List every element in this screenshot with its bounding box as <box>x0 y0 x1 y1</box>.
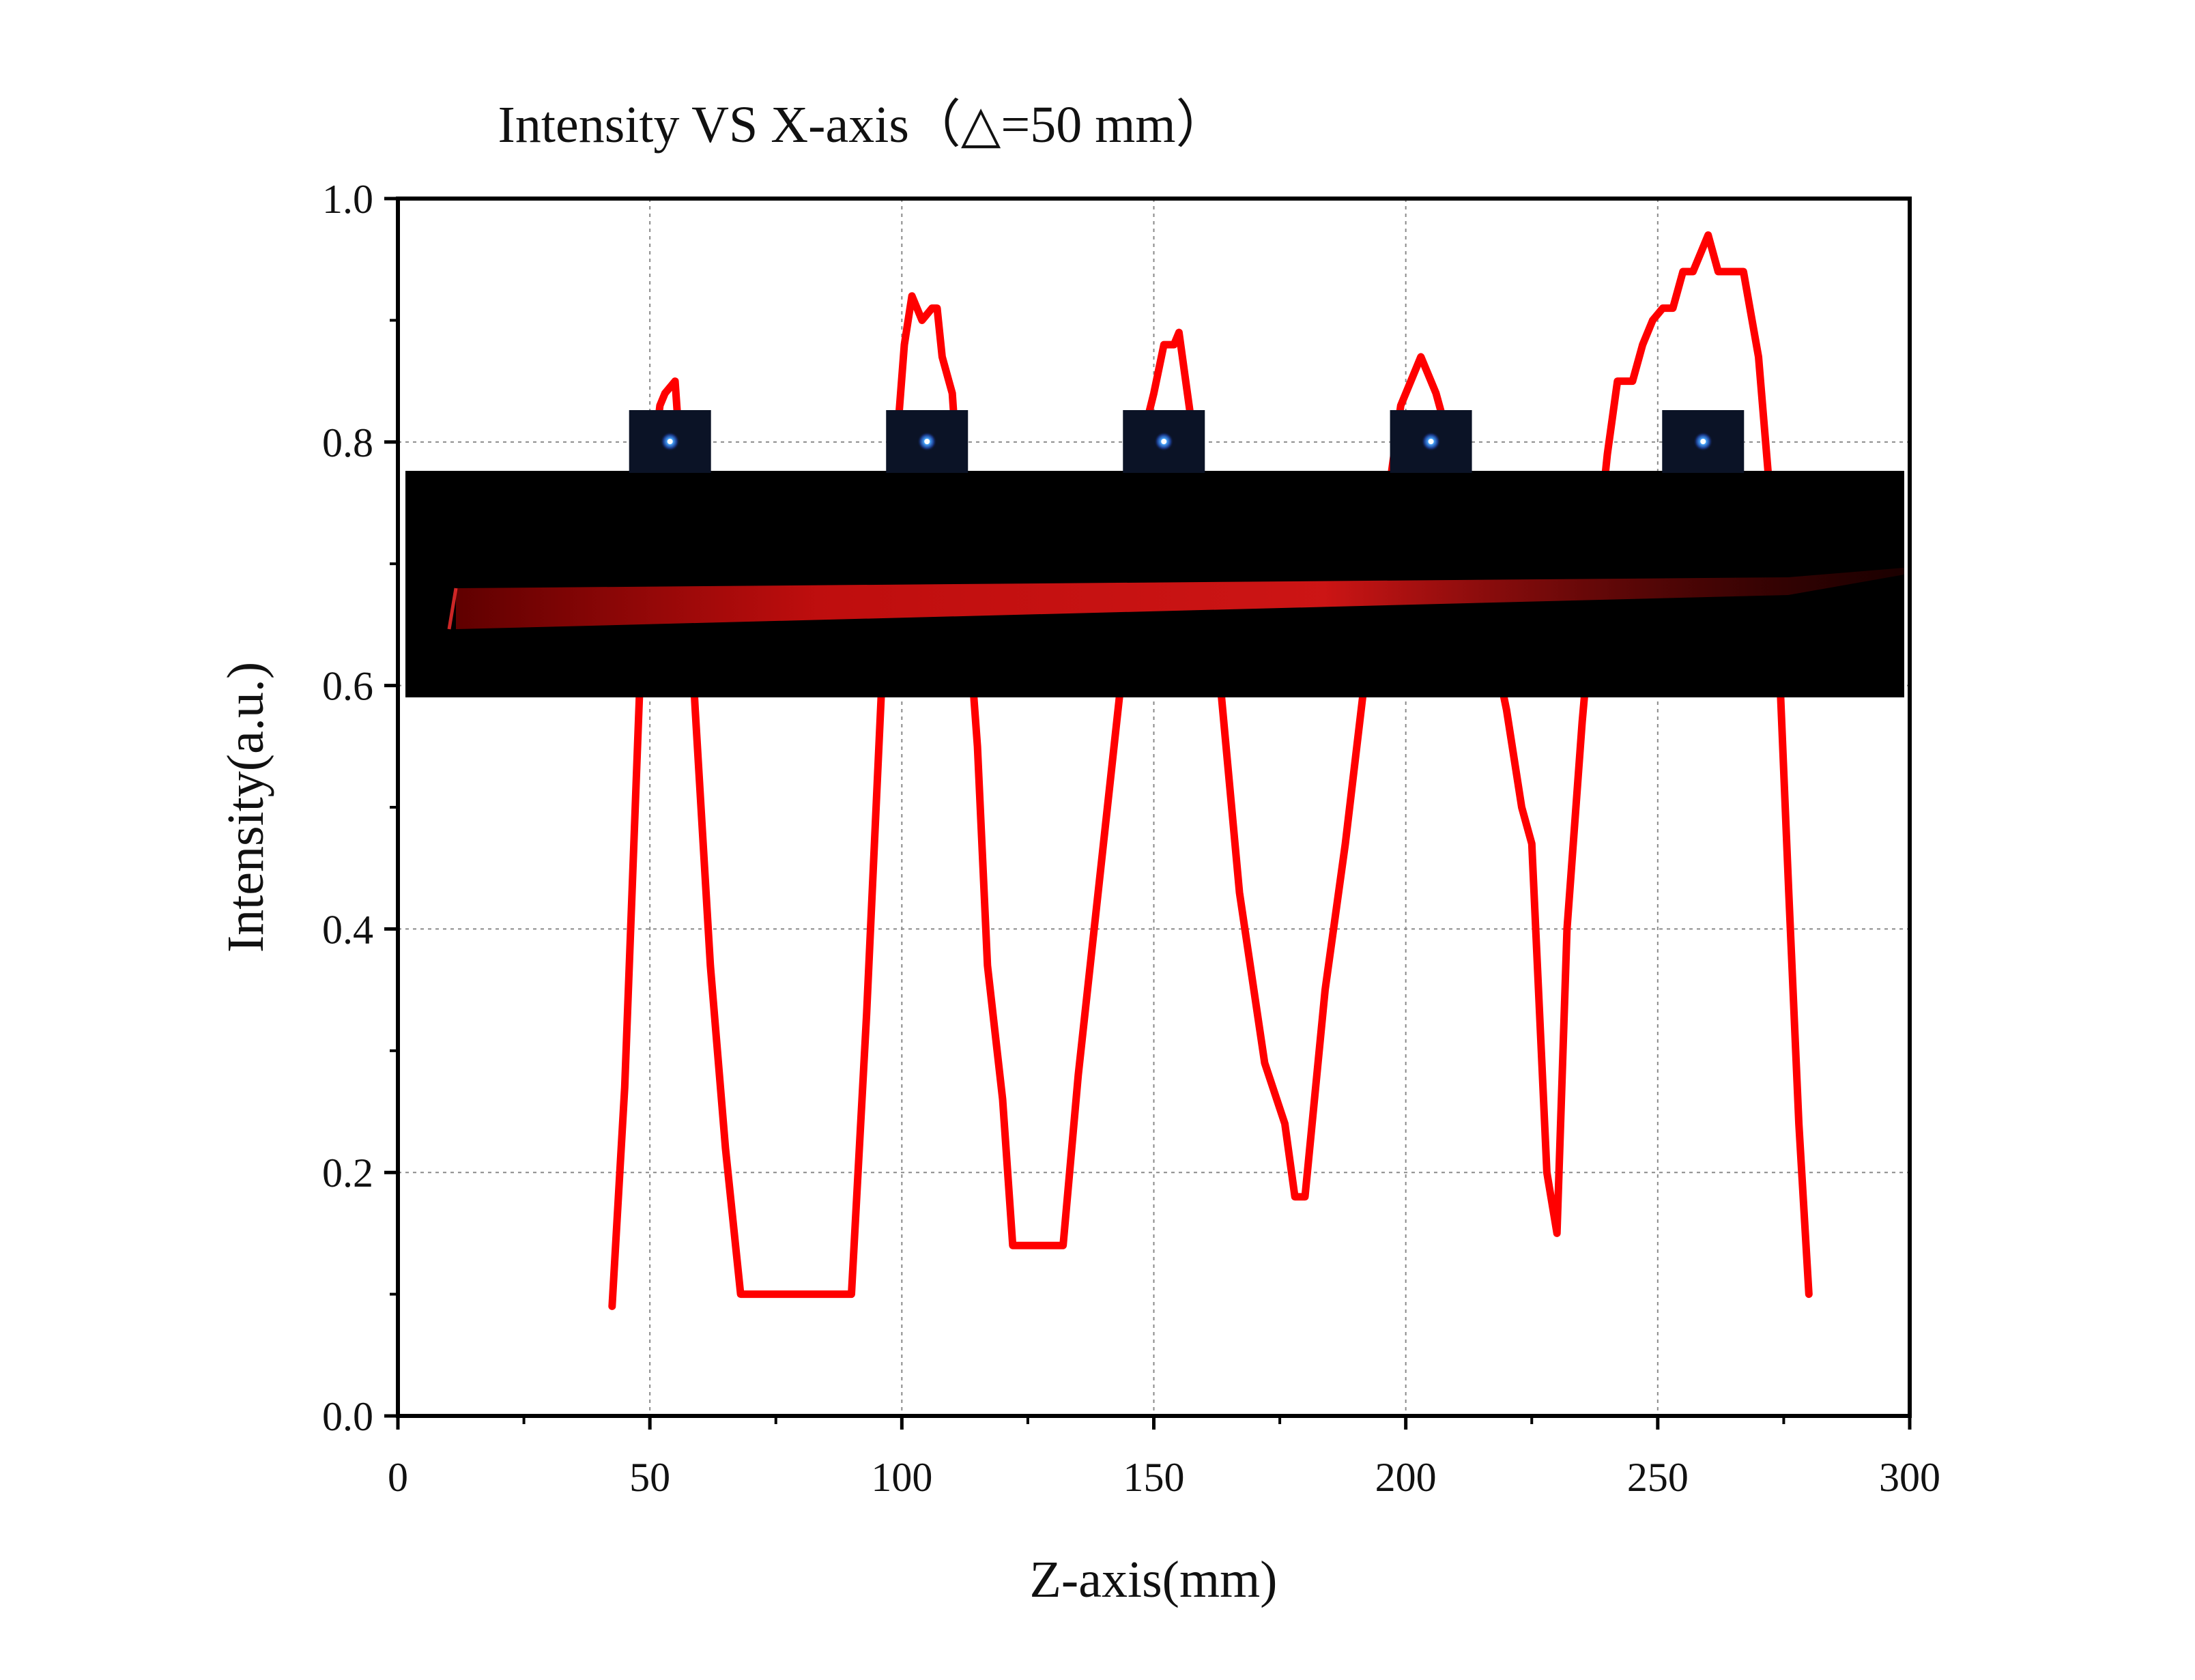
beam-spot-inset <box>1390 410 1472 473</box>
beam-spot-core <box>924 439 930 444</box>
beam-spot-inset <box>886 410 969 473</box>
x-tick-labels: 0 50 100 150 200 250 300 <box>388 1455 1940 1500</box>
chart-title: Intensity VS X-axis（△=50 mm） <box>498 96 1228 154</box>
beam-spot-inset <box>1123 410 1205 473</box>
x-tick-label: 150 <box>1123 1455 1185 1500</box>
x-tick-label: 300 <box>1879 1455 1940 1500</box>
y-tick-label: 0.2 <box>322 1150 373 1196</box>
series-layer <box>608 231 1813 1310</box>
x-tick-label: 50 <box>629 1455 670 1500</box>
x-tick-label: 0 <box>388 1455 408 1500</box>
y-tick-label: 0.8 <box>322 420 373 465</box>
x-axis-title: Z-axis(mm) <box>1029 1551 1277 1608</box>
beam-image-inset <box>405 471 1904 697</box>
beam-entrance-edge <box>447 588 458 630</box>
x-tick-label: 250 <box>1627 1455 1689 1500</box>
beam-spot-core <box>1161 439 1167 444</box>
beam-spot-core <box>667 439 673 444</box>
y-axis-title: Intensity(a.u.) <box>217 662 274 953</box>
intensity-series-line <box>608 231 1813 1310</box>
y-tick-label: 1.0 <box>322 177 373 222</box>
beam-spot-inset <box>1662 410 1745 473</box>
beam-propagation-trace <box>456 568 1904 629</box>
x-tick-label: 100 <box>871 1455 932 1500</box>
y-tick-label: 0.6 <box>322 664 373 709</box>
beam-spot-core <box>1428 439 1434 444</box>
beam-spot-inset <box>629 410 711 473</box>
x-tick-label: 200 <box>1375 1455 1437 1500</box>
beam-spot-insets <box>629 410 1745 473</box>
y-tick-label: 0.4 <box>322 907 373 952</box>
beam-spot-core <box>1700 439 1706 444</box>
y-tick-labels: 0.0 0.2 0.4 0.6 0.8 1.0 <box>322 177 373 1439</box>
y-tick-label: 0.0 <box>322 1394 373 1439</box>
axis-ticks <box>384 197 1912 1430</box>
